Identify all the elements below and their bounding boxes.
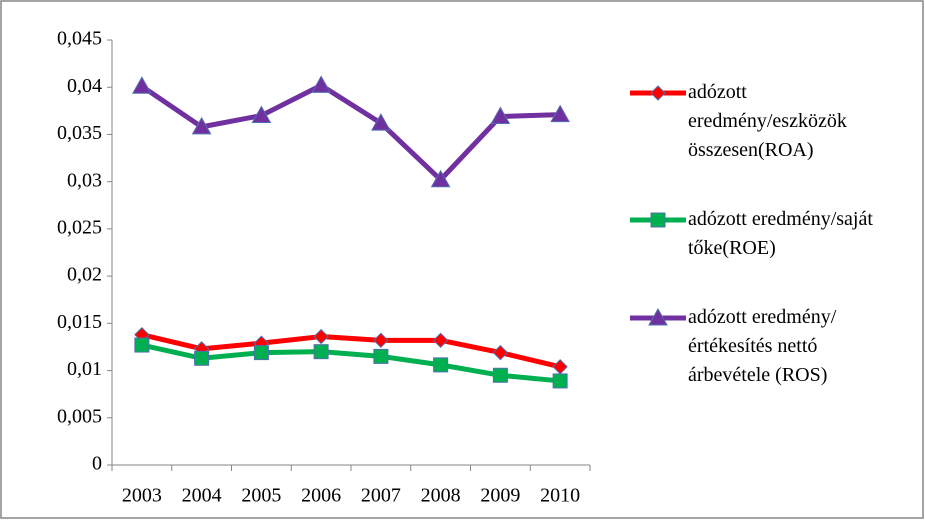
marker: [492, 367, 508, 383]
x-tick-label: 2005: [241, 485, 281, 507]
legend-label: adózott eredmény/eszközök összesen(ROA): [688, 81, 847, 161]
marker: [650, 212, 666, 228]
x-tick-label: 2007: [361, 485, 401, 507]
legend-entry: adózott eredmény/eszközök összesen(ROA): [628, 78, 898, 165]
marker: [191, 116, 212, 135]
marker: [373, 332, 389, 349]
x-tick-label: 2006: [301, 485, 341, 507]
marker: [550, 104, 570, 123]
legend-entry: adózott eredmény/saját tőke(ROE): [628, 205, 898, 263]
x-tick-label: 2008: [421, 485, 461, 507]
x-tick-label: 2004: [182, 485, 222, 507]
y-tick-label: 0,005: [57, 405, 102, 427]
y-tick-label: 0,045: [57, 28, 102, 50]
y-tick-label: 0,015: [57, 311, 102, 333]
y-tick-label: 0,03: [67, 169, 102, 191]
marker: [433, 357, 449, 373]
marker: [648, 307, 668, 326]
series-line: [140, 82, 561, 183]
y-tick-label: 0,04: [67, 75, 102, 97]
marker: [371, 113, 391, 131]
marker: [430, 169, 451, 188]
legend-swatch: [630, 307, 686, 326]
marker: [432, 332, 449, 349]
legend-label: adózott eredmény/értékesítés nettó árbev…: [688, 306, 837, 386]
series-line: [141, 342, 561, 384]
x-tick-label: 2010: [540, 485, 580, 507]
marker: [311, 75, 331, 93]
legend: adózott eredmény/eszközök összesen(ROA) a…: [628, 78, 898, 430]
x-tick-label: 2009: [480, 485, 520, 507]
legend-swatch: [630, 212, 686, 228]
y-tick-label: 0: [92, 453, 102, 475]
y-tick-label: 0,02: [67, 264, 102, 286]
series-line: [141, 332, 561, 370]
marker: [650, 85, 666, 101]
y-tick-label: 0,01: [67, 358, 102, 380]
marker: [552, 373, 568, 389]
marker: [134, 337, 150, 353]
legend-swatch: [630, 85, 686, 101]
marker: [492, 344, 509, 361]
marker: [253, 345, 269, 361]
marker: [373, 348, 389, 364]
marker: [132, 76, 152, 94]
y-tick-label: 0,035: [57, 122, 102, 144]
marker: [313, 344, 329, 360]
legend-entry: adózott eredmény/értékesítés nettó árbev…: [628, 303, 898, 390]
x-tick-label: 2003: [122, 485, 162, 507]
marker: [490, 106, 511, 124]
legend-label: adózott eredmény/saját tőke(ROE): [688, 208, 873, 259]
marker: [251, 105, 272, 124]
marker: [194, 350, 210, 366]
marker: [313, 328, 329, 345]
y-tick-label: 0,025: [57, 216, 102, 238]
